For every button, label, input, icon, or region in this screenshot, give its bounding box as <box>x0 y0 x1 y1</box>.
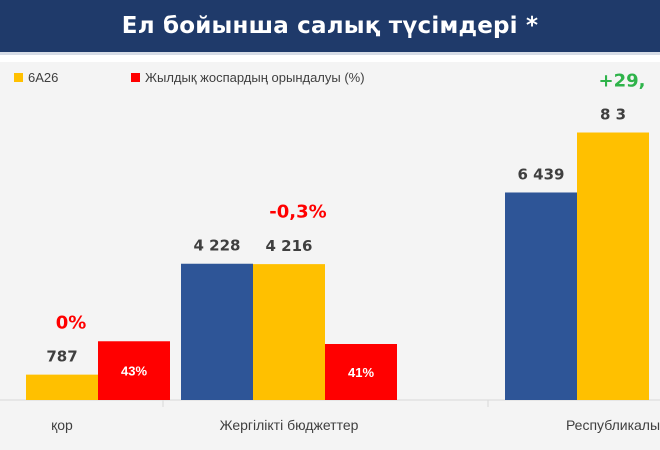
legend-swatch-yellow <box>14 73 23 82</box>
bar-value-label: 41% <box>348 365 374 380</box>
change-annotation: 0% <box>56 313 87 334</box>
category-label: Жергілікті бюджеттер <box>220 417 359 433</box>
legend-label-yellow: 6A26 <box>28 70 58 85</box>
bar-value-label: 4 216 <box>266 237 313 255</box>
bar-yellow <box>577 132 649 400</box>
bar-value-label: 43% <box>121 364 147 379</box>
page-title: Ел бойынша салық түсімдері * <box>121 13 539 39</box>
change-annotation: -0,3% <box>269 202 326 223</box>
title-bar: Ел бойынша салық түсімдері * <box>0 0 660 52</box>
category-label: Республикалы <box>566 417 660 433</box>
change-annotation: +29, <box>599 71 646 92</box>
legend: 6A26 Жылдық жоспардың орындалуы (%) <box>14 70 365 85</box>
bar-blue <box>505 192 577 400</box>
legend-swatch-red <box>131 73 140 82</box>
bar-value-label: 6 439 <box>518 165 565 183</box>
category-label: қор <box>51 417 73 433</box>
bar-yellow <box>253 264 325 400</box>
bar-yellow <box>26 374 98 400</box>
bar-value-label: 787 <box>46 348 77 366</box>
bars: 787 43% 0% қор 4 228 4 216 41% -0,3% Жергілікті … <box>26 71 660 433</box>
bar-red <box>325 344 397 400</box>
bar-value-label: 4 228 <box>194 237 241 255</box>
bar-blue <box>181 263 253 400</box>
title-divider <box>0 52 660 55</box>
bar-value-label: 8 3 <box>600 106 626 124</box>
bar-red <box>98 341 170 400</box>
legend-label-red: Жылдық жоспардың орындалуы (%) <box>145 70 365 85</box>
